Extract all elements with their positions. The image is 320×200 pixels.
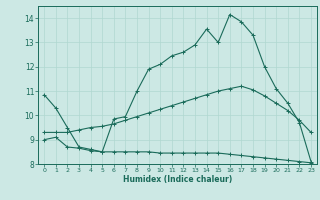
X-axis label: Humidex (Indice chaleur): Humidex (Indice chaleur) [123, 175, 232, 184]
